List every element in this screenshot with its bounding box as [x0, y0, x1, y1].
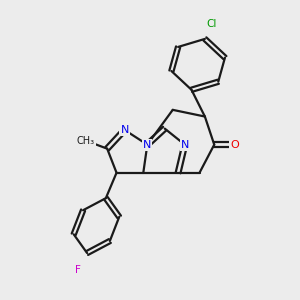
Text: Cl: Cl	[206, 19, 217, 29]
Text: F: F	[75, 266, 81, 275]
Text: CH₃: CH₃	[77, 136, 95, 146]
Text: O: O	[230, 140, 239, 150]
Text: N: N	[143, 140, 152, 150]
Text: N: N	[181, 140, 189, 150]
Text: N: N	[120, 125, 129, 135]
